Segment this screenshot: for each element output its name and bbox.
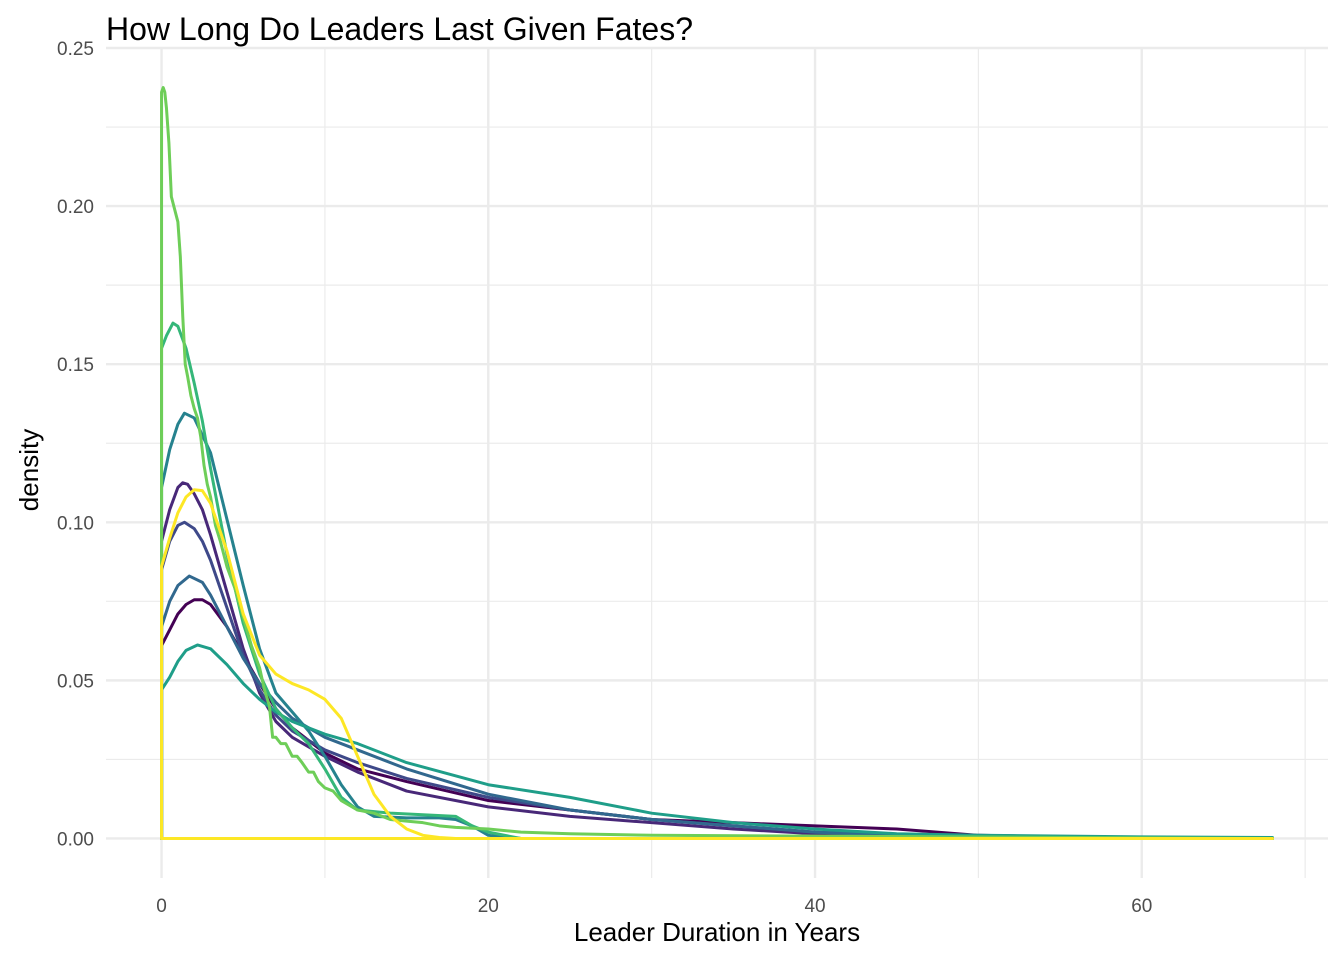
x-tick-label: 60 xyxy=(1131,896,1152,917)
y-tick-label: 0.20 xyxy=(57,197,94,218)
density-line-4 xyxy=(160,574,1274,840)
y-tick-label: 0.25 xyxy=(57,39,94,60)
y-tick-label: 0.05 xyxy=(57,671,94,692)
x-tick-label: 40 xyxy=(804,896,825,917)
chart-title: How Long Do Leaders Last Given Fates? xyxy=(106,11,693,47)
x-tick-label: 0 xyxy=(156,896,167,917)
x-tick-label: 20 xyxy=(478,896,499,917)
y-tick-label: 0.10 xyxy=(57,513,94,534)
density-line-8 xyxy=(160,86,1274,840)
y-tick-label: 0.00 xyxy=(57,829,94,850)
density-line-6 xyxy=(160,643,1274,840)
density-line-9 xyxy=(160,488,1274,840)
density-line-7 xyxy=(160,321,1274,840)
y-axis-title: density xyxy=(14,429,44,511)
density-line-2 xyxy=(160,481,1274,840)
axis-ticks: 0 20 40 60 0.00 0.05 0.10 0.15 0.20 0.25 xyxy=(57,39,1152,917)
x-axis-title: Leader Duration in Years xyxy=(574,917,860,947)
y-tick-label: 0.15 xyxy=(57,355,94,376)
density-line-1 xyxy=(160,598,1274,840)
plot-series xyxy=(160,86,1274,840)
